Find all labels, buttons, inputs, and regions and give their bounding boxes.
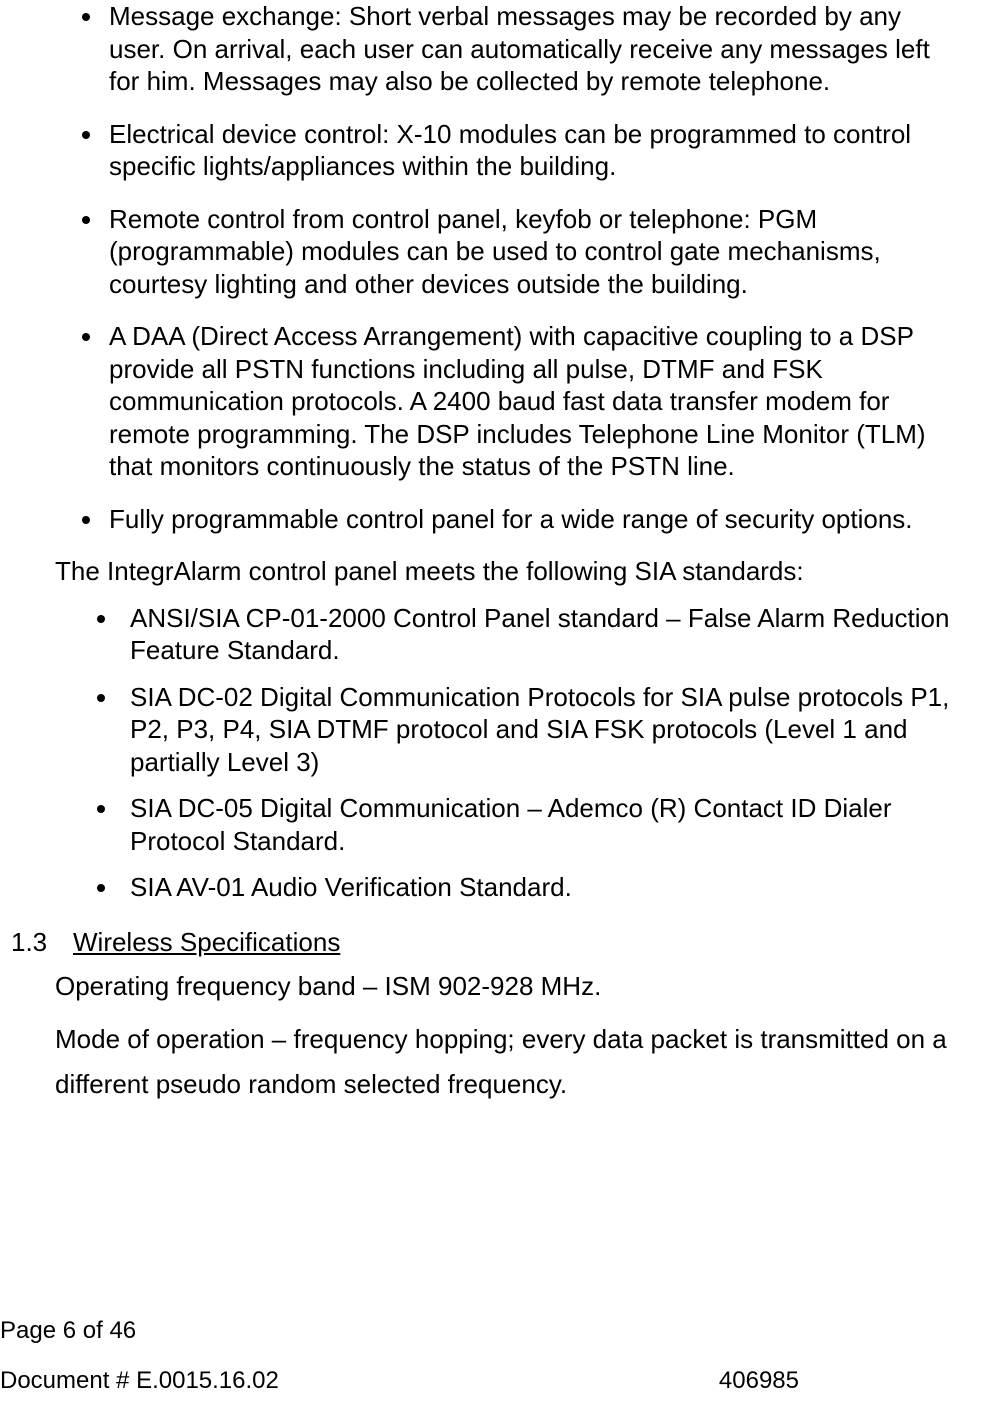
list-item: Fully programmable control panel for a w… (105, 503, 959, 536)
list-item: ANSI/SIA CP-01-2000 Control Panel standa… (120, 602, 959, 667)
page-total: 46 (109, 1317, 136, 1344)
document-page: Message exchange: Short verbal messages … (0, 0, 989, 1414)
section-number: 1.3 (11, 926, 55, 959)
section-title: Wireless Specifications (73, 926, 340, 959)
page-footer: Page 6 of 46 Document # E.0015.16.02 406… (0, 1316, 959, 1396)
page-label-prefix: Page (0, 1317, 63, 1344)
list-item: Message exchange: Short verbal messages … (105, 0, 959, 98)
list-item: Electrical device control: X-10 modules … (105, 118, 959, 183)
document-code: 406985 (719, 1366, 959, 1396)
list-item: A DAA (Direct Access Arrangement) with c… (105, 320, 959, 483)
standards-intro: The IntegrAlarm control panel meets the … (55, 555, 959, 588)
spec-operating-frequency: Operating frequency band – ISM 902-928 M… (55, 970, 959, 1003)
document-number: Document # E.0015.16.02 (0, 1366, 719, 1396)
list-item: SIA AV-01 Audio Verification Standard. (120, 871, 959, 904)
page-current: 6 (63, 1317, 76, 1344)
spec-mode-of-operation: Mode of operation – frequency hopping; e… (55, 1017, 959, 1108)
list-item: SIA DC-05 Digital Communication – Ademco… (120, 792, 959, 857)
page-of: of (76, 1317, 109, 1344)
page-content: Message exchange: Short verbal messages … (0, 0, 959, 1108)
feature-list: Message exchange: Short verbal messages … (55, 0, 959, 535)
list-item: SIA DC-02 Digital Communication Protocol… (120, 681, 959, 779)
standards-list: ANSI/SIA CP-01-2000 Control Panel standa… (55, 602, 959, 904)
page-number: Page 6 of 46 (0, 1316, 959, 1346)
list-item: Remote control from control panel, keyfo… (105, 203, 959, 301)
section-heading: 1.3 Wireless Specifications (11, 926, 959, 959)
